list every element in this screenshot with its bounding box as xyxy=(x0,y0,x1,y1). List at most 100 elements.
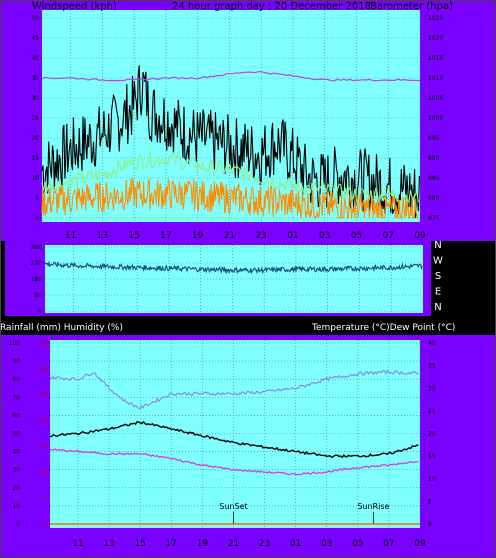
top-panel-right xyxy=(420,0,496,241)
graph-title: 24 hour graph day : 20 December 2018 xyxy=(172,1,371,12)
top-panel-header xyxy=(42,0,432,10)
direction-letter: W xyxy=(433,256,443,267)
direction-letter: N xyxy=(434,240,441,251)
barometer-tick-label: 995 xyxy=(428,135,440,142)
temperature-axis-ticks: 0 5 10 15 20 25 30 35 40 xyxy=(428,340,436,528)
wind-tick-label: 5 xyxy=(35,195,39,202)
time-tick-label: 09 xyxy=(414,539,426,549)
time-tick-label: 15 xyxy=(134,539,145,549)
temperature-tick-label: 5 xyxy=(428,498,432,505)
barometer-tick-label: 1025 xyxy=(428,15,443,22)
wind-tick-label: 35 xyxy=(31,75,39,82)
time-tick-label: 11 xyxy=(72,539,83,549)
temperature-tick-label: 40 xyxy=(428,340,436,347)
humidity-tick-label: 50 xyxy=(12,431,20,438)
temperature-line xyxy=(49,421,419,459)
wind-axis-ticks: 0 5 10 15 20 25 30 35 40 45 50 xyxy=(31,15,39,222)
direction-tick-label: 0 xyxy=(38,308,42,315)
temperature-tick-label: 25 xyxy=(428,408,436,415)
humidity-tick-label: 10 xyxy=(12,503,20,510)
sun-annotations: SunSet SunRise xyxy=(219,502,389,524)
humidity-tick-label: 90 xyxy=(12,358,20,365)
bottom-panel-right xyxy=(420,335,496,558)
wind-direction-line xyxy=(44,260,423,275)
wind-tick-label: 40 xyxy=(31,55,39,62)
humidity-tick-label: 60 xyxy=(12,412,20,419)
wind-tick-label: 10 xyxy=(31,175,39,182)
time-tick-label: 17 xyxy=(166,539,177,549)
bottom-panel-left xyxy=(0,335,50,558)
bottom-plot-area xyxy=(50,340,420,528)
time-tick-label: 13 xyxy=(103,539,114,549)
time-tick-label: 21 xyxy=(224,231,235,241)
bottom-grid xyxy=(50,340,421,528)
bottom-time-axis: 11 13 15 17 19 21 23 01 03 05 07 09 xyxy=(72,539,426,549)
direction-axis-ticks: 0 90 180 270 360 xyxy=(31,244,43,315)
direction-tick-label: 90 xyxy=(34,292,42,299)
top-panel-left xyxy=(0,0,42,241)
time-tick-label: 23 xyxy=(255,231,266,241)
time-tick-label: 19 xyxy=(197,539,209,549)
humidity-line xyxy=(49,369,419,410)
barometer-tick-label: 980 xyxy=(428,195,440,202)
time-tick-label: 07 xyxy=(383,539,394,549)
barometer-tick-label: 1005 xyxy=(428,95,443,102)
barometer-axis-ticks: 975 980 985 990 995 1000 1005 1010 1015 1020 1025 xyxy=(428,15,443,222)
wind-tick-label: 30 xyxy=(31,95,39,102)
temperature-axis-title: Temperature (°C)Dew Point (°C) xyxy=(311,323,455,333)
direction-tick-label: 180 xyxy=(31,276,43,283)
barometer-tick-label: 1010 xyxy=(428,75,443,82)
direction-tick-label: 270 xyxy=(31,260,43,267)
humidity-tick-label: 70 xyxy=(12,394,20,401)
time-tick-label: 17 xyxy=(160,231,171,241)
direction-letter: N xyxy=(434,302,441,313)
dew_point-line xyxy=(49,448,419,476)
barometer-axis-title: Barometer (hpa) xyxy=(370,1,453,12)
direction-series-group xyxy=(44,260,423,275)
rainfall-axis-ticks: 0 5 10 15 20 25 30 35 xyxy=(39,340,47,528)
time-tick-label: 07 xyxy=(383,231,394,241)
wind-tick-label: 0 xyxy=(35,215,39,222)
temperature-tick-label: 10 xyxy=(428,476,436,483)
humidity-tick-label: 30 xyxy=(12,467,20,474)
temperature-tick-label: 0 xyxy=(428,521,432,528)
humidity-tick-label: 40 xyxy=(12,449,20,456)
temperature-tick-label: 30 xyxy=(428,385,436,392)
top-plot-area xyxy=(42,10,420,222)
rainfall-tick-label: 30 xyxy=(39,366,47,373)
time-tick-label: 15 xyxy=(128,231,139,241)
temperature-tick-label: 15 xyxy=(428,453,436,460)
barometer-tick-label: 975 xyxy=(428,215,440,222)
temperature-tick-label: 20 xyxy=(428,431,436,438)
rain-humidity-axis-title: Rainfall (mm) Humidity (%) xyxy=(0,323,123,333)
humidity-tick-label: 80 xyxy=(12,376,20,383)
wind_avg-line xyxy=(41,150,419,207)
wind-tick-label: 15 xyxy=(31,155,39,162)
humidity-tick-label: 0 xyxy=(16,521,20,528)
time-tick-label: 09 xyxy=(414,231,426,241)
top-time-axis: 11 13 15 17 19 21 23 01 03 05 07 09 xyxy=(65,231,426,241)
rainfall-tick-label: 25 xyxy=(39,392,47,399)
time-tick-label: 01 xyxy=(290,539,301,549)
windspeed-line xyxy=(41,65,420,219)
barometer-tick-label: 985 xyxy=(428,175,440,182)
direction-tick-label: 360 xyxy=(31,244,43,251)
direction-letter: S xyxy=(435,271,441,282)
direction-letter: E xyxy=(435,287,441,298)
rainfall-tick-label: 0 xyxy=(43,521,47,528)
humidity-tick-label: 100 xyxy=(9,340,21,347)
rainfall-tick-label: 35 xyxy=(39,340,47,347)
barometer-tick-label: 1000 xyxy=(428,115,443,122)
wind-tick-label: 20 xyxy=(31,135,39,142)
barometer-line xyxy=(41,71,421,82)
top-series-group xyxy=(41,65,421,220)
time-tick-label: 21 xyxy=(228,539,239,549)
rainfall-tick-label: 15 xyxy=(39,443,47,450)
dir-grid xyxy=(45,245,424,313)
humidity-axis-ticks: 0 10 20 30 40 50 60 70 80 90 100 xyxy=(9,340,21,528)
time-tick-label: 05 xyxy=(352,539,363,549)
barometer-tick-label: 990 xyxy=(428,155,440,162)
bottom-panel-bottom xyxy=(50,528,420,558)
wind-tick-label: 45 xyxy=(31,35,39,42)
